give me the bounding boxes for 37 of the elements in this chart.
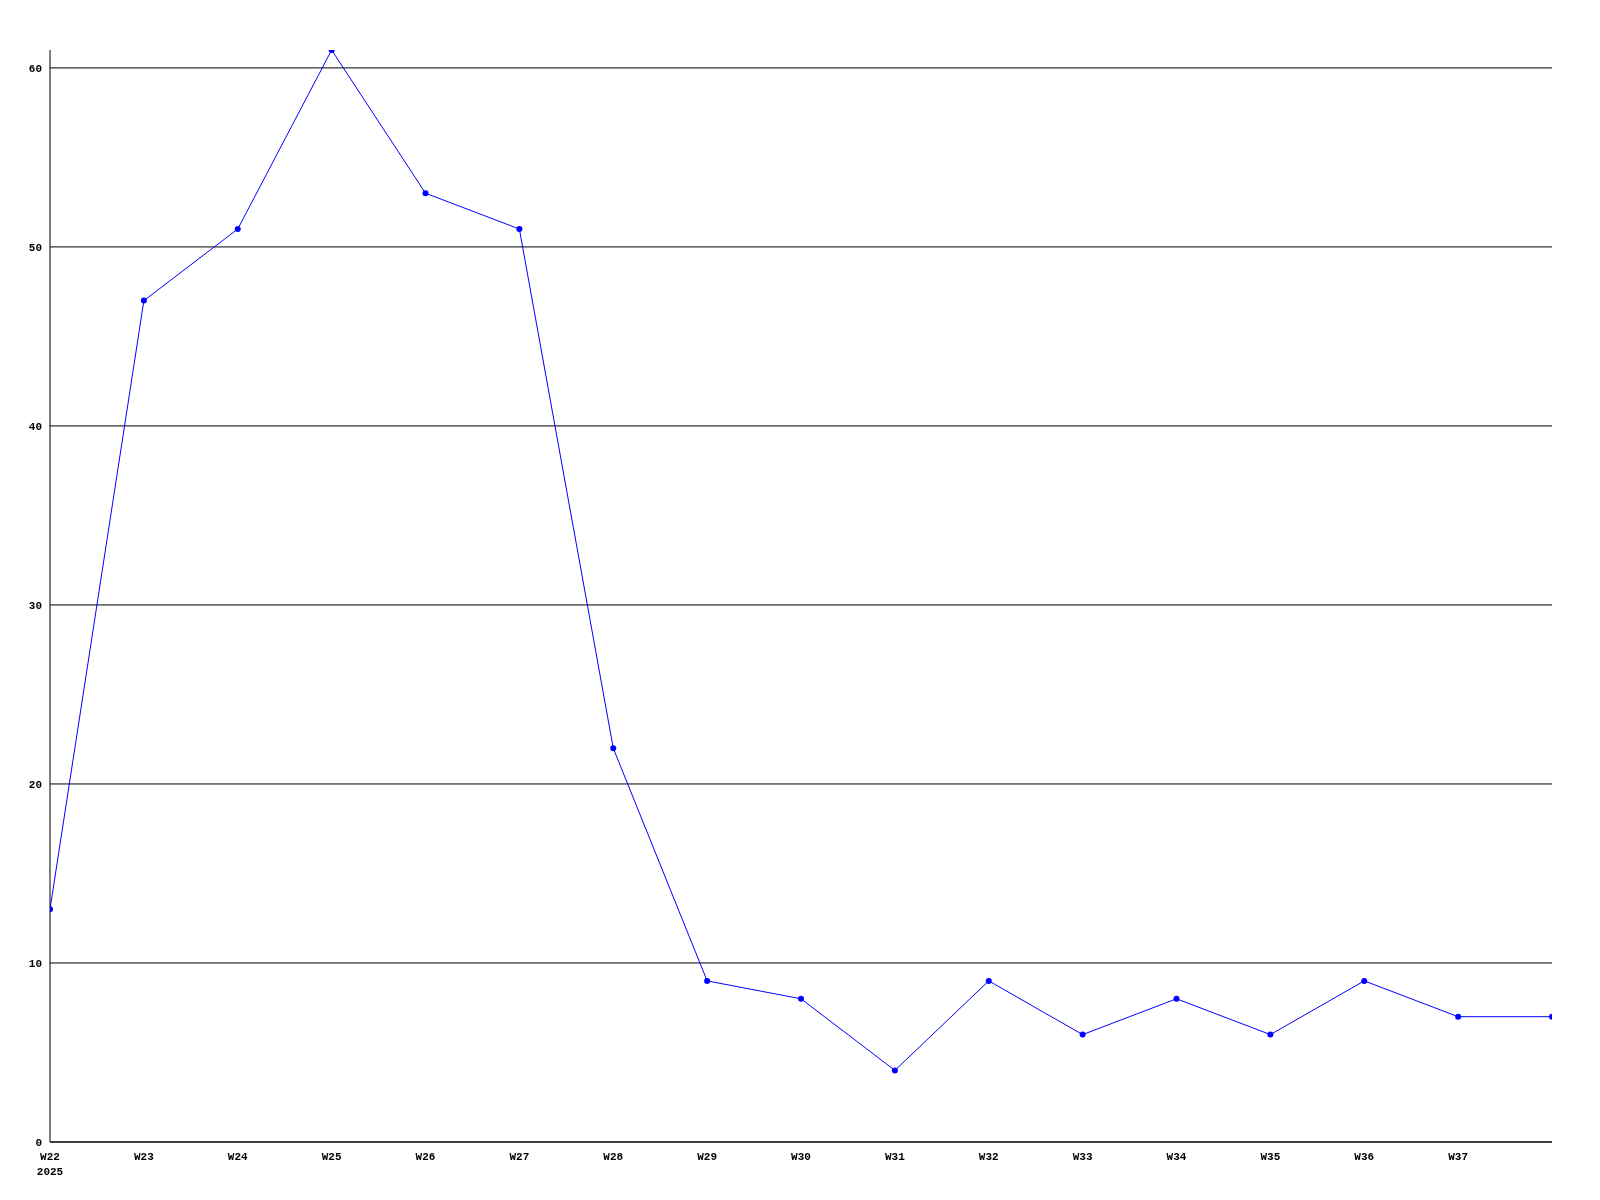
point (798, 995, 804, 1002)
x-tick-label: W36 (1354, 1151, 1375, 1163)
point (234, 226, 241, 233)
x-tick-label: W31 (884, 1151, 906, 1163)
x-tick-label: W33 (1072, 1151, 1093, 1163)
point (140, 297, 147, 304)
y-tick-label: 60 (28, 62, 42, 75)
x-tick-label: W30 (791, 1151, 811, 1163)
x-tick-label: W23 (133, 1151, 155, 1163)
point (1455, 1013, 1462, 1020)
x-tick-label: W25 (321, 1151, 342, 1163)
x-tick-label: W28 (603, 1151, 624, 1163)
x-tick-label: W34 (1166, 1151, 1187, 1163)
point (1173, 995, 1180, 1002)
y-tick-label: 50 (28, 241, 42, 254)
x-tick-label: W32 (978, 1151, 999, 1163)
point (422, 190, 429, 197)
x-tick-label: W24 (227, 1151, 249, 1163)
y-tick-label: 20 (28, 778, 42, 791)
y-tick-label: 0 (35, 1136, 42, 1149)
x-tick-label: W26 (415, 1151, 436, 1163)
point (704, 977, 711, 984)
y-tick-label: 10 (28, 957, 42, 970)
point (1267, 1031, 1274, 1038)
point (1361, 977, 1368, 984)
point (1079, 1031, 1086, 1038)
point (891, 1067, 898, 1074)
x-tick-label: W37 (1448, 1151, 1469, 1163)
point (610, 745, 617, 752)
point (516, 226, 523, 233)
x-tick-label: W29 (697, 1151, 718, 1163)
y-tick-label: 30 (28, 599, 42, 612)
x-tick-label: W22 2025 (36, 1151, 64, 1178)
x-tick-label: W35 (1260, 1151, 1281, 1163)
y-tick-label: 40 (28, 420, 42, 433)
x-tick-label: W27 (509, 1151, 530, 1163)
point (985, 977, 992, 984)
